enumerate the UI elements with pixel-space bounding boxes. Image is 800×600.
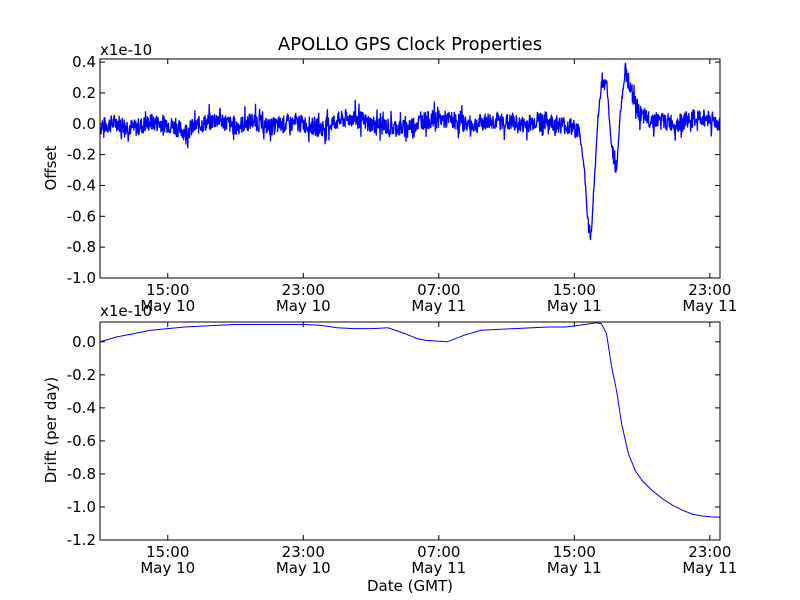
drift-x-axis-label: Date (GMT) <box>367 577 453 595</box>
y-tick-label: 0.4 <box>72 53 96 71</box>
drift-series-line <box>100 322 720 518</box>
y-tick-label: -0.4 <box>67 176 96 194</box>
y-tick-label: 0.2 <box>72 84 96 102</box>
y-tick-label: -0.6 <box>67 432 96 450</box>
y-tick-label: 0.0 <box>72 333 96 351</box>
x-tick-time-label: 15:00 <box>146 281 189 299</box>
x-tick-date-label: May 11 <box>682 559 737 577</box>
y-tick-label: -1.2 <box>67 531 96 549</box>
x-tick-time-label: 15:00 <box>146 543 189 561</box>
drift-plot-frame <box>99 321 721 541</box>
x-tick-date-label: May 10 <box>140 559 195 577</box>
y-tick-label: -0.8 <box>67 465 96 483</box>
y-tick-label: -0.6 <box>67 207 96 225</box>
offset-scale-label: x1e-10 <box>100 41 152 59</box>
offset-series-line <box>100 62 720 241</box>
x-tick-time-label: 23:00 <box>282 543 325 561</box>
x-tick-date-label: May 10 <box>140 297 195 315</box>
drift-scale-label: x1e-10 <box>100 302 152 320</box>
y-tick-label: 0.0 <box>72 115 96 133</box>
x-tick-time-label: 23:00 <box>688 543 731 561</box>
y-tick-label: -1.0 <box>67 498 96 516</box>
x-tick-time-label: 07:00 <box>417 281 460 299</box>
y-tick-label: -1.0 <box>67 269 96 287</box>
x-tick-time-label: 15:00 <box>553 281 596 299</box>
x-tick-date-label: May 11 <box>547 559 602 577</box>
y-tick-label: -0.4 <box>67 399 96 417</box>
x-tick-date-label: May 11 <box>411 297 466 315</box>
drift-panel: x1e-10 Drift (per day) Date (GMT) 0.0 -0.… <box>42 302 737 595</box>
x-tick-date-label: May 10 <box>276 297 331 315</box>
offset-y-axis-label: Offset <box>42 145 60 190</box>
drift-y-axis-label: Drift (per day) <box>42 377 60 484</box>
y-tick-label: -0.2 <box>67 366 96 384</box>
offset-panel: x1e-10 Offset 0.4 0.2 0.0 -0.2 -0.4 -0.6 -0.8 -… <box>42 41 737 315</box>
chart-title: APOLLO GPS Clock Properties <box>278 34 542 55</box>
x-tick-date-label: May 11 <box>411 559 466 577</box>
x-tick-date-label: May 11 <box>547 297 602 315</box>
x-tick-time-label: 15:00 <box>553 543 596 561</box>
x-tick-time-label: 07:00 <box>417 543 460 561</box>
y-tick-label: -0.8 <box>67 238 96 256</box>
offset-plot-frame <box>99 58 721 279</box>
x-tick-time-label: 23:00 <box>282 281 325 299</box>
y-tick-label: -0.2 <box>67 146 96 164</box>
x-tick-date-label: May 10 <box>276 559 331 577</box>
x-tick-date-label: May 11 <box>682 297 737 315</box>
x-tick-time-label: 23:00 <box>688 281 731 299</box>
